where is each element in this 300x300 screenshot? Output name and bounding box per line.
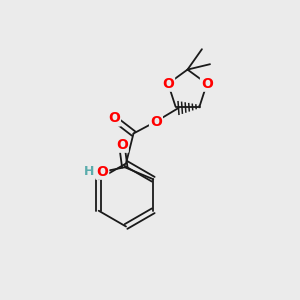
Text: O: O <box>116 138 128 152</box>
Text: O: O <box>96 165 108 179</box>
Text: O: O <box>108 112 120 125</box>
Text: O: O <box>150 115 162 128</box>
Text: O: O <box>162 77 174 91</box>
Text: H: H <box>84 165 94 178</box>
Text: O: O <box>201 77 213 91</box>
